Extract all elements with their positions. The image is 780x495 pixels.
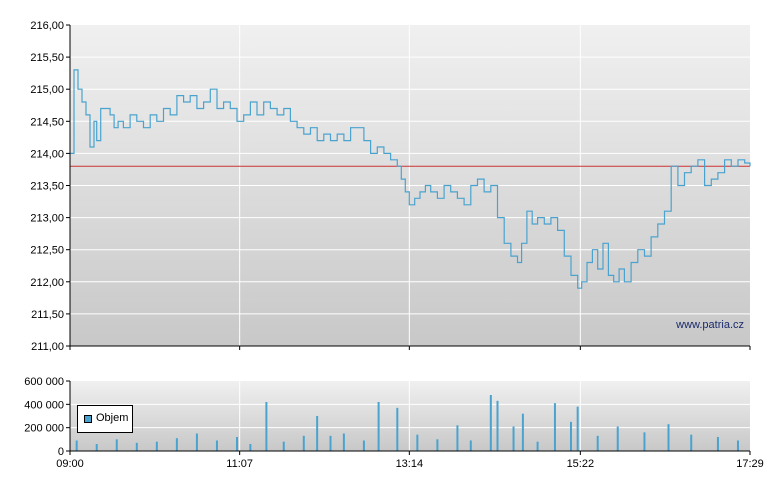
price-y-tick-label: 215,00 [30, 84, 64, 96]
volume-bar [597, 436, 599, 451]
price-y-tick-label: 212,00 [30, 277, 64, 289]
volume-bar [330, 436, 332, 451]
price-y-tick-label: 211,00 [31, 341, 64, 353]
volume-bar [378, 402, 380, 451]
volume-bar [456, 425, 458, 451]
volume-bar [522, 414, 524, 451]
volume-bar [343, 434, 345, 452]
volume-bar [303, 436, 305, 451]
volume-bar [283, 442, 285, 451]
volume-bar [196, 434, 198, 452]
volume-bar [497, 401, 499, 451]
volume-y-tick-label: 0 [58, 446, 64, 458]
volume-bar [116, 439, 118, 451]
volume-bar [249, 444, 251, 451]
volume-bar [490, 395, 492, 451]
volume-legend: Objem [77, 405, 133, 433]
volume-bar [690, 435, 692, 451]
volume-bar [176, 438, 178, 451]
legend-swatch [84, 415, 92, 423]
volume-bar [76, 441, 78, 452]
volume-y-tick-label: 600 000 [24, 376, 64, 388]
x-tick-label: 13:14 [396, 458, 424, 470]
volume-bar [156, 442, 158, 451]
volume-bar [617, 427, 619, 452]
volume-bar [363, 441, 365, 452]
price-panel: 211,00 211,50 212,00 212,50 213,00 213,50 214,… [30, 20, 750, 353]
price-y-tick-label: 213,00 [30, 213, 64, 225]
volume-bar [216, 441, 218, 452]
x-tick-label: 15:22 [567, 458, 595, 470]
volume-y-tick-label: 400 000 [24, 399, 64, 411]
volume-bar [554, 403, 556, 451]
volume-bar [316, 416, 318, 451]
price-y-tick-label: 214,00 [30, 148, 64, 160]
x-tick-label: 17:29 [736, 458, 764, 470]
price-y-tick-label: 215,50 [30, 52, 64, 64]
volume-bar [470, 441, 472, 452]
volume-bar [416, 435, 418, 451]
price-y-tick-label: 214,50 [30, 116, 64, 128]
price-y-tick-label: 213,50 [30, 181, 64, 193]
price-y-tick-label: 211,50 [31, 309, 64, 321]
x-tick-label: 09:00 [56, 458, 84, 470]
price-y-tick-label: 216,00 [30, 20, 64, 32]
volume-bar [717, 437, 719, 451]
watermark: www.patria.cz [675, 319, 744, 331]
volume-bar [265, 402, 267, 451]
legend-label: Objem [96, 412, 128, 424]
volume-bar [668, 424, 670, 451]
volume-plot-background [70, 381, 750, 451]
volume-bar [570, 422, 572, 451]
volume-bar [513, 427, 515, 452]
volume-bar [537, 442, 539, 451]
volume-bar [236, 437, 238, 451]
volume-bar [436, 439, 438, 451]
volume-panel: 0 200 000 400 000 600 000 09:00 11:07 13:14 15:… [24, 376, 764, 470]
volume-bar [737, 441, 739, 452]
volume-bar [643, 432, 645, 451]
x-tick-label: 11:07 [226, 458, 253, 470]
volume-bar [96, 444, 98, 451]
volume-bar [136, 443, 138, 451]
volume-bar [577, 407, 579, 451]
volume-y-tick-label: 200 000 [24, 423, 64, 435]
volume-bar [396, 408, 398, 451]
price-y-tick-label: 212,50 [30, 245, 64, 257]
